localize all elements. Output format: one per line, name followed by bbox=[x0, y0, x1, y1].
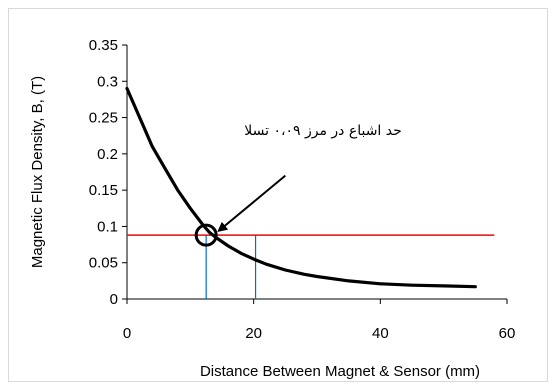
series-layer bbox=[125, 86, 477, 289]
y-tick-label: 0.3 bbox=[97, 73, 118, 90]
y-tick-label: 0.35 bbox=[89, 37, 118, 54]
marker-layer bbox=[194, 223, 218, 247]
y-tick-label: 0.1 bbox=[97, 218, 118, 235]
x-tick-label: 60 bbox=[499, 325, 516, 342]
series-line bbox=[125, 86, 477, 289]
y-tick-label: 0 bbox=[110, 291, 118, 308]
chart-frame bbox=[8, 8, 548, 382]
annotation-text: حد اشباع در مرز ۰،۰۹ تسلا bbox=[244, 123, 402, 139]
tick-labels: 0 0.05 0.1 0.15 0.2 0.25 0.3 0.35 0 20 40 60 bbox=[89, 37, 516, 342]
y-tick-label: 0.25 bbox=[89, 110, 118, 127]
x-axis-title: Distance Between Magnet & Sensor (mm) bbox=[200, 363, 480, 380]
saturation-point-marker bbox=[194, 223, 218, 247]
x-tick-label: 0 bbox=[123, 325, 131, 342]
drop-lines bbox=[205, 235, 257, 299]
annotation-arrow bbox=[217, 174, 286, 233]
x-tick-label: 40 bbox=[372, 325, 389, 342]
x-tick-label: 20 bbox=[245, 325, 262, 342]
y-tick-label: 0.2 bbox=[97, 146, 118, 163]
annotation-layer: حد اشباع در مرز ۰،۰۹ تسلا bbox=[217, 123, 402, 233]
y-axis-title: Magnetic Flux Density, B, (T) bbox=[29, 76, 46, 268]
axes bbox=[122, 44, 508, 304]
y-tick-label: 0.05 bbox=[89, 255, 118, 272]
y-tick-label: 0.15 bbox=[89, 182, 118, 199]
